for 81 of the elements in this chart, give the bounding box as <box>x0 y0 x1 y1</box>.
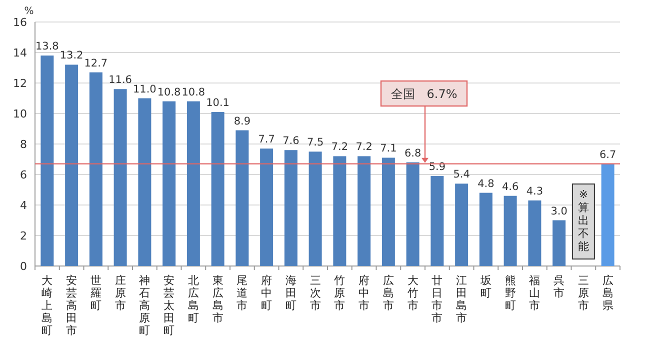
data-label: 6.8 <box>404 147 422 160</box>
bar <box>504 196 517 266</box>
x-tick-label: 廿日市市 <box>432 274 443 324</box>
bar <box>430 176 444 266</box>
bar <box>211 112 224 266</box>
x-tick-label: 広島県 <box>602 274 614 312</box>
y-tick-label: 2 <box>20 230 27 242</box>
data-label: 4.6 <box>502 180 519 193</box>
x-tick-label: 安芸高田市 <box>66 274 78 337</box>
bar <box>382 158 395 266</box>
data-label: 7.2 <box>331 141 348 154</box>
y-tick-label: 10 <box>13 108 27 120</box>
x-tick-label: 北広島町 <box>188 274 199 324</box>
bar <box>308 152 322 266</box>
data-label: 7.1 <box>380 142 397 155</box>
bar <box>406 162 420 266</box>
bar <box>186 101 200 266</box>
data-label: 4.8 <box>478 178 494 190</box>
bar <box>601 164 614 266</box>
data-label: 6.7 <box>599 148 616 161</box>
annotation: ※算出不能 <box>578 188 589 253</box>
data-label: 11.6 <box>108 74 132 86</box>
data-label: 13.2 <box>60 50 84 62</box>
data-label: 7.6 <box>282 135 300 148</box>
x-tick-label: 熊野町 <box>504 274 516 312</box>
data-label: 3.0 <box>550 205 568 218</box>
data-label: 7.7 <box>258 134 275 146</box>
data-label: 10.8 <box>182 86 206 98</box>
data-label: 13.8 <box>35 40 59 53</box>
data-label: 7.2 <box>356 141 372 154</box>
data-label: 11.0 <box>132 83 156 96</box>
x-tick-label: 世羅町 <box>90 274 102 312</box>
ref-line-label: 全国 6.7% <box>390 87 458 101</box>
y-tick-label: 12 <box>13 77 27 90</box>
x-tick-label: 江田島市 <box>456 274 468 324</box>
x-tick-label: 庄原市 <box>114 274 126 312</box>
x-tick-label: 府中市 <box>358 274 370 312</box>
x-tick-label: 尾道市 <box>236 274 248 312</box>
x-tick-label: 大竹市 <box>407 274 418 312</box>
x-tick-label: 東広島市 <box>212 274 224 324</box>
y-tick-label: 4 <box>20 199 27 212</box>
y-tick-label: 6 <box>20 168 27 182</box>
bar <box>479 192 492 266</box>
y-tick-label: 16 <box>13 16 27 29</box>
bar <box>284 150 298 266</box>
y-tick-label: 8 <box>20 138 27 151</box>
data-label: 12.7 <box>84 57 108 70</box>
bar <box>333 156 346 266</box>
bar <box>89 72 102 266</box>
bar <box>138 98 152 266</box>
x-tick-label: 大崎上島町 <box>42 274 53 337</box>
x-tick-label: 広島市 <box>382 274 394 312</box>
y-tick-label: 14 <box>13 46 27 60</box>
bar <box>358 156 371 266</box>
bar <box>260 148 274 266</box>
x-tick-label: 三次市 <box>310 274 321 312</box>
bar <box>114 89 127 266</box>
data-label: 7.5 <box>306 136 324 149</box>
bar <box>162 101 176 266</box>
x-tick-label: 坂町 <box>479 274 492 300</box>
x-tick-label: 海田町 <box>285 274 296 312</box>
data-label: 5.4 <box>453 168 470 181</box>
bar <box>236 130 249 266</box>
bar <box>455 184 468 266</box>
bar <box>528 200 542 266</box>
bar <box>40 56 54 266</box>
x-tick-label: 竹原市 <box>334 274 346 312</box>
y-tick-label: 0 <box>20 260 27 273</box>
y-axis-title: % <box>24 6 34 17</box>
data-label: 4.3 <box>526 185 544 198</box>
x-tick-label: 三原市 <box>578 274 589 312</box>
x-tick-label: 府中町 <box>261 274 272 312</box>
x-tick-label: 福山市 <box>529 274 540 312</box>
bar <box>552 220 566 266</box>
x-tick-label: 呉市 <box>554 274 565 300</box>
data-label: 10.8 <box>157 86 181 98</box>
data-label: 10.1 <box>206 96 230 109</box>
bar <box>65 64 78 266</box>
data-label: 8.9 <box>234 115 251 128</box>
x-tick-label: 神石高原町 <box>139 274 150 337</box>
x-tick-label: 安芸太田町 <box>164 274 175 337</box>
